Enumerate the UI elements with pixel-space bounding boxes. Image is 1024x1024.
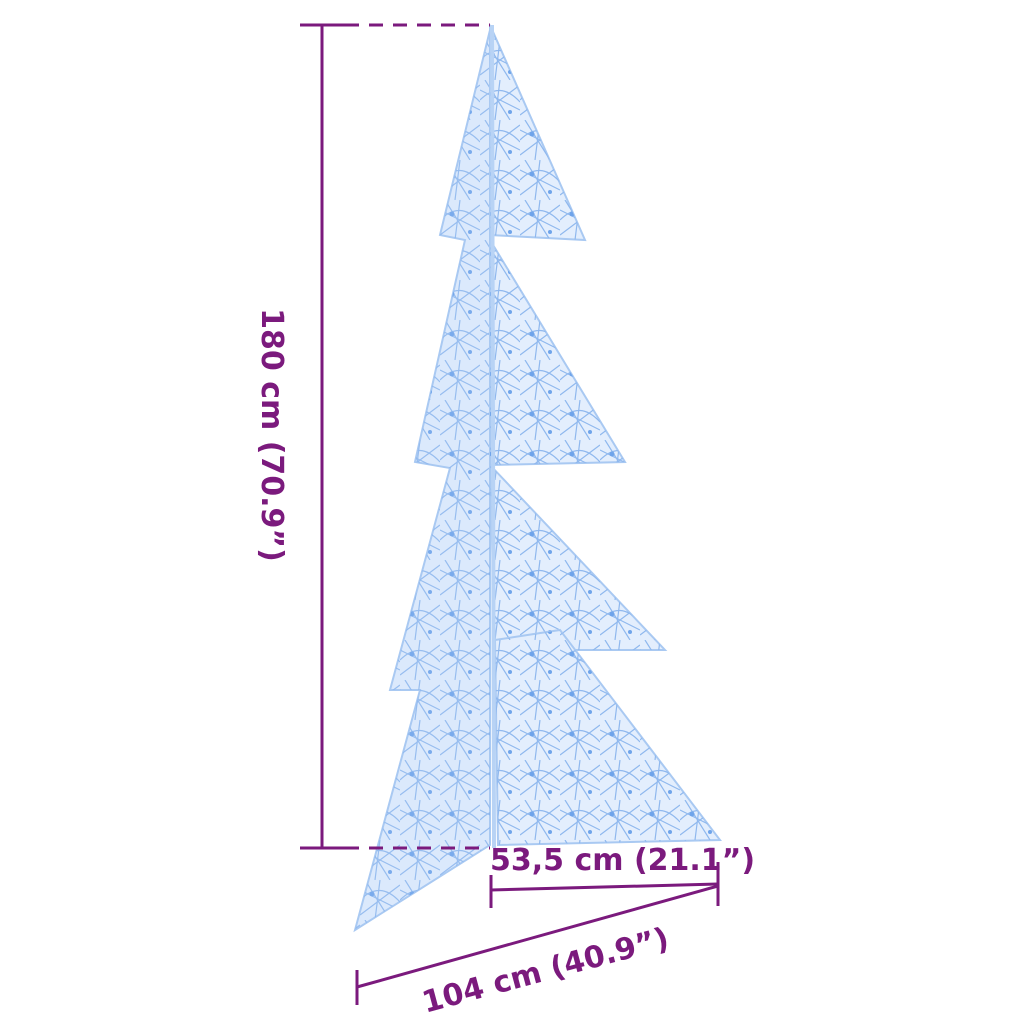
height-label: 180 cm (70.9”) [254,308,289,562]
depth-dimension [489,862,720,908]
width-label: 104 cm (40.9”) [418,921,672,1020]
depth-label: 53,5 cm (21.1”) [490,843,755,878]
height-dimension [300,23,490,850]
tree-center-pole [490,24,496,849]
width-dimension [355,884,719,1005]
christmas-tree-image [353,24,722,933]
